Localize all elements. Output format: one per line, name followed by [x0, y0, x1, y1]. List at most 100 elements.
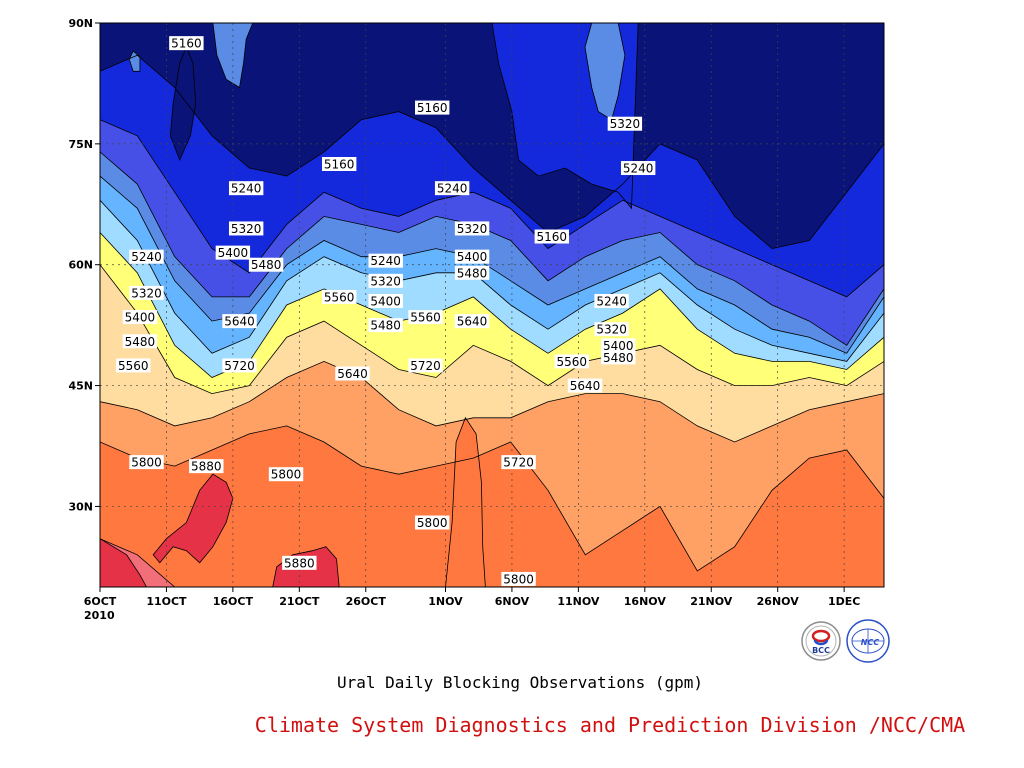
contour-label: 5400 [454, 249, 490, 264]
y-axis: 30N 45N 60N 75N 90N [68, 17, 100, 513]
contour-label-text: 5320 [231, 222, 262, 236]
y-tick-label: 60N [68, 259, 93, 272]
contour-line-5640 [100, 264, 884, 395]
x-tick-label: 21OCT [279, 595, 320, 608]
contour-label: 5560 [408, 310, 443, 325]
contour-label-text: 5720 [503, 456, 534, 470]
contour-label: 5240 [129, 249, 164, 264]
y-tick-label: 90N [68, 17, 93, 30]
contour-label-text: 5880 [191, 460, 222, 474]
contour-fills [100, 23, 884, 587]
contour-label-text: 5320 [596, 323, 627, 337]
contour-label-text: 5320 [610, 117, 641, 131]
contour-label: 5480 [368, 318, 403, 333]
contour-label-text: 5240 [596, 294, 627, 308]
contour-label: 5800 [415, 515, 450, 530]
contour-label: 5320 [607, 116, 643, 131]
bcc-logo: BCC [801, 621, 841, 661]
contour-label-text: 5240 [370, 254, 401, 268]
contour-label-text: 5240 [623, 162, 654, 176]
contour-label-text: 5400 [603, 339, 634, 353]
contour-label: 5320 [228, 221, 264, 236]
ncc-logo: NCC [846, 619, 890, 663]
contour-label: 5400 [215, 245, 251, 260]
bcc-logo-text: BCC [812, 646, 830, 655]
contour-label-text: 5800 [417, 516, 448, 530]
x-tick-label: 1DEC [828, 595, 860, 608]
contour-label-text: 5160 [537, 230, 568, 244]
contour-label: 5800 [501, 571, 536, 586]
contour-label-text: 5640 [570, 379, 601, 393]
contour-label-text: 5320 [131, 286, 162, 300]
contour-label: 5560 [116, 358, 151, 373]
contour-label: 5320 [129, 285, 164, 300]
contour-label-text: 5560 [410, 311, 441, 325]
grid-lines [100, 23, 884, 587]
contour-label: 5640 [454, 314, 490, 329]
contour-line-5320 [100, 151, 884, 346]
x-tick-label: 1NOV [428, 595, 463, 608]
contour-label-text: 5400 [457, 250, 488, 264]
x-tick-label: 16OCT [213, 595, 254, 608]
contour-label-text: 5480 [457, 266, 488, 280]
contour-label: 5240 [368, 253, 403, 268]
contour-label: 5880 [189, 459, 224, 474]
contour-label-text: 5880 [284, 556, 315, 570]
x-tick-label: 11OCT [146, 595, 187, 608]
contour-label-text: 5800 [271, 468, 302, 482]
x-tick-label: 26NOV [757, 595, 800, 608]
contour-label: 5160 [534, 229, 569, 244]
contour-label-text: 5480 [251, 258, 282, 272]
y-tick-label: 45N [68, 380, 93, 393]
y-tick-label: 75N [68, 138, 93, 151]
contour-label: 5480 [454, 265, 490, 280]
contour-label-text: 5800 [503, 572, 534, 586]
contour-label-text: 5240 [437, 182, 468, 196]
contour-label-text: 5640 [457, 315, 488, 329]
contour-label-text: 5640 [224, 315, 255, 329]
contour-label-text: 5400 [125, 311, 156, 325]
plot-frame [99, 22, 885, 588]
contour-label-text: 5480 [603, 351, 634, 365]
contour-label-text: 5560 [118, 359, 149, 373]
contour-label: 5160 [415, 100, 450, 115]
contour-line-5160 [100, 54, 884, 250]
contour-label-text: 5320 [370, 274, 401, 288]
contour-label: 5160 [169, 36, 204, 51]
contour-label-text: 5720 [410, 359, 441, 373]
x-tick-label: 11NOV [557, 595, 600, 608]
x-tick-label: 6OCT [84, 595, 117, 608]
ncc-logo-text: NCC [861, 638, 880, 647]
contour-label: 5240 [620, 161, 656, 176]
x-tick-label: 26OCT [346, 595, 387, 608]
contour-label: 5400 [601, 338, 636, 353]
x-tick-label: 6NOV [495, 595, 530, 608]
contour-label: 5240 [228, 181, 264, 196]
contour-label: 5800 [129, 455, 164, 470]
contour-label: 5640 [567, 378, 603, 393]
contour-label: 5560 [321, 289, 357, 304]
contour-label: 5240 [434, 181, 470, 196]
contour-label-text: 5480 [125, 335, 156, 349]
x-axis-year: 2010 [84, 609, 115, 622]
contour-label: 5640 [222, 314, 257, 329]
contour-label-text: 5800 [131, 456, 162, 470]
chart-title: Ural Daily Blocking Observations (gpm) [337, 673, 703, 692]
contour-label: 5720 [408, 358, 443, 373]
contour-label: 5320 [594, 322, 629, 337]
contour-label: 5720 [222, 358, 257, 373]
contour-label: 5160 [321, 157, 357, 172]
contour-label-text: 5640 [337, 367, 368, 381]
contour-label-text: 5240 [231, 182, 262, 196]
contour-line-5240 [100, 119, 884, 298]
contour-label-text: 5560 [556, 355, 587, 369]
contour-label: 5400 [122, 310, 158, 325]
contour-label: 5640 [335, 366, 370, 381]
contour-label-text: 5400 [218, 246, 249, 260]
contour-labels: 5160 5160 5160 5160 5320 5240 5240 5240 5240 5240… [116, 36, 656, 586]
closed-contour-region [169, 46, 197, 162]
contour-label-text: 5240 [131, 250, 162, 264]
x-axis: 6OCT 11OCT 16OCT 21OCT 26OCT 1NOV 6NOV 11NOV 16N… [84, 587, 860, 608]
contour-label: 5480 [248, 257, 284, 272]
